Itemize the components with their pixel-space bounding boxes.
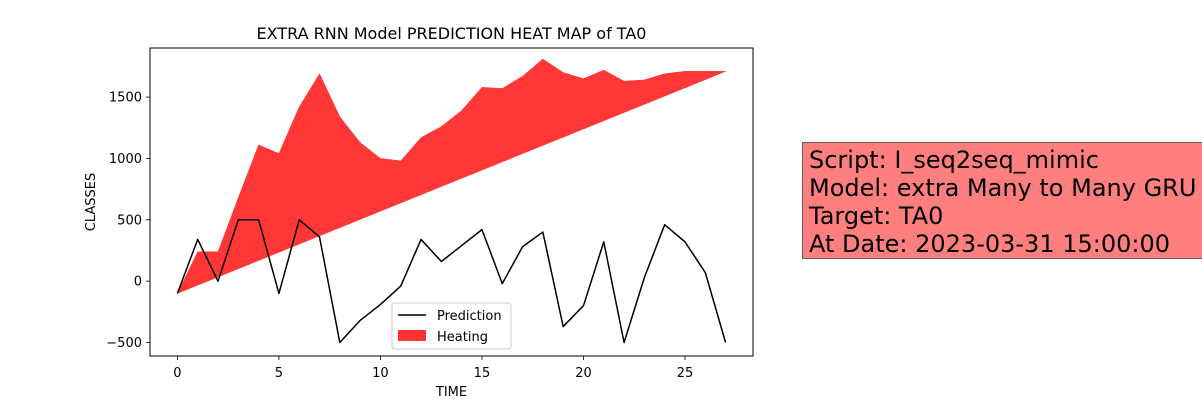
x-tick-label: 20: [575, 366, 592, 381]
legend-heating-swatch: [398, 330, 426, 341]
y-tick-label: 1000: [109, 152, 142, 167]
x-tick-label: 0: [173, 366, 181, 381]
plot-frame: [149, 47, 754, 357]
y-tick-label: 0: [134, 275, 142, 290]
series-prediction-line: [176, 219, 727, 344]
info-date: At Date: 2023-03-31 15:00:00: [809, 230, 1171, 258]
y-tick-label: 1500: [109, 91, 142, 106]
x-tick-label: 25: [677, 366, 694, 381]
info-target: Target: TA0: [809, 202, 944, 230]
y-axis-label: CLASSES: [84, 173, 99, 231]
x-tick-label: 5: [275, 366, 283, 381]
y-tick-label: 500: [117, 213, 142, 228]
info-box: Script: I_seq2seq_mimic Model: extra Man…: [802, 142, 1202, 259]
x-tick-label: 15: [474, 366, 491, 381]
legend: Prediction Heating: [391, 302, 512, 350]
legend-heating-label: Heating: [437, 330, 488, 345]
info-model: Model: extra Many to Many GRU: [809, 174, 1197, 202]
x-axis-label: TIME: [435, 385, 467, 400]
x-tick-label: 10: [372, 366, 389, 381]
chart-title: EXTRA RNN Model PREDICTION HEAT MAP of T…: [257, 24, 647, 43]
series-heating-area: [176, 58, 726, 294]
y-tick-label: −500: [106, 336, 142, 351]
info-script: Script: I_seq2seq_mimic: [809, 146, 1099, 174]
legend-prediction-label: Prediction: [437, 309, 502, 324]
